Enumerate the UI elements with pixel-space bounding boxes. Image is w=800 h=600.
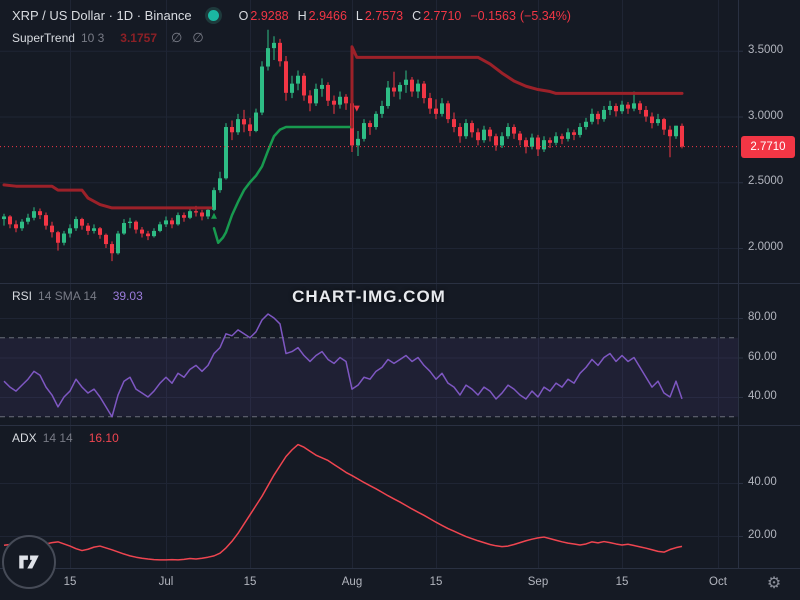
price-tick-label: 2.0000 [748,241,784,253]
ohlc-close-value: 2.7710 [423,8,462,23]
time-tick-label: 15 [63,576,77,588]
rsi-tick-label: 80.00 [748,311,777,323]
market-status-dot [207,10,219,21]
supertrend-empty-icon: ∅ [171,30,183,45]
adx-params: 14 14 [42,431,73,445]
supertrend-empty-icon: ∅ [192,30,204,45]
adx-name: ADX [12,431,37,445]
settings-gear-icon[interactable]: ⚙ [766,575,782,592]
time-tick-label: Jul [158,576,174,588]
time-tick-label: 15 [615,576,629,588]
rsi-name: RSI [12,289,33,303]
price-axis[interactable]: 2.7710 3.5000 3.0000 2.5000 2.0000 80.00 60.0… [738,0,800,568]
price-tick-label: 2.5000 [748,175,784,188]
adx-value: 16.10 [88,431,119,445]
rsi-params: 14 SMA 14 [38,289,97,303]
symbol-legend[interactable]: XRP / US Dollar · 1D · Binance O 2.9288 H… [12,8,571,23]
ohlc-high-label: H [297,8,307,23]
price-tick-label: 3.5000 [748,43,784,56]
ohlc-close-label: C [412,8,422,23]
time-axis[interactable]: 15 Jul 15 Aug 15 Sep 15 Oct [0,569,800,600]
tradingview-logo[interactable] [2,535,56,589]
rsi-value: 39.03 [112,289,143,303]
time-tick-label: 15 [243,576,257,588]
time-tick-label: Oct [709,576,727,588]
rsi-tick-label: 60.00 [748,350,777,363]
supertrend-params: 10 3 [80,31,105,45]
time-tick-label: Aug [341,576,363,588]
change-value: −0.1563 [470,8,516,23]
rsi-legend[interactable]: RSI 14 SMA 14 39.03 [12,289,143,303]
supertrend-legend[interactable]: SuperTrend 10 3 3.1757 ∅ ∅ [12,30,204,46]
ohlc-low-value: 2.7573 [364,8,404,23]
ohlc-open-value: 2.9288 [250,8,289,23]
last-price-label: 2.7710 [741,135,795,158]
ohlc-high-value: 2.9466 [308,8,347,23]
time-tick-label: 15 [429,576,443,588]
symbol-title: XRP / US Dollar · 1D · Binance [12,8,192,23]
adx-legend[interactable]: ADX 14 14 16.10 [12,431,119,445]
rsi-tick-label: 40.00 [748,390,777,402]
watermark: CHART-IMG.COM [292,287,446,306]
time-tick-label: Sep [527,576,549,588]
adx-tick-label: 40.00 [748,476,777,488]
adx-tick-label: 20.00 [748,529,777,541]
ohlc-low-label: L [355,8,363,23]
ohlc-open-label: O [238,8,249,23]
price-tick-label: 3.0000 [748,109,784,122]
tradingview-logo-icon [19,555,39,569]
change-percent: (−5.34%) [519,8,571,23]
supertrend-name: SuperTrend [12,31,75,45]
supertrend-value: 3.1757 [120,31,157,45]
